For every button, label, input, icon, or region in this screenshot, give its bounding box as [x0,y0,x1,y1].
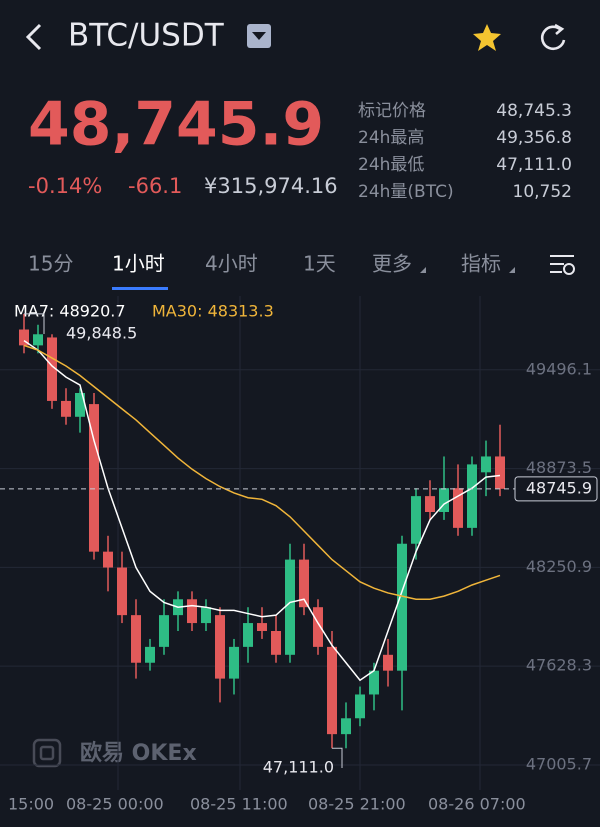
candle-body [355,694,365,719]
candle-body [383,654,393,671]
candle-body [285,559,295,655]
candle-body [327,646,337,735]
dropdown-arrow [252,32,266,40]
cny-price: ¥315,974.16 [204,174,338,198]
candle-body [439,488,449,512]
tab-underline [112,287,168,290]
legend-entry: MA30: 48313.3 [152,302,274,321]
change: -66.1 [128,174,182,198]
last-price-box [514,476,598,502]
tab[interactable]: 1天 [303,252,336,276]
tab[interactable]: 更多 [372,252,412,276]
candle-body [257,623,267,632]
refresh-icon[interactable] [540,25,566,51]
ma-line [23,344,501,601]
candle-body [271,631,281,655]
x-tick-label: 08-25 00:00 [66,795,164,814]
stat-value: 49,356.8 [496,128,572,148]
ma-line [23,340,501,682]
candle-body [369,670,379,695]
annotation-leader [24,313,45,334]
candle-body [19,329,29,346]
stat-label: 标记价格 [358,101,426,121]
annotation-label: 47,111.0 [263,758,334,777]
back-icon[interactable] [25,23,42,51]
favorite-star[interactable] [473,24,501,51]
candle-body [103,551,113,568]
candle-body [495,456,505,489]
y-tick-label: 47005.7 [526,754,592,773]
x-tick-label: 15:00 [8,795,54,814]
y-tick-label: 47628.3 [526,656,592,675]
chart: 49496.1 48873.5 48250.9 47628.3 47005.7 15:00… [0,296,600,814]
candle-body [61,400,71,417]
y-tick-label: 49496.1 [526,359,592,378]
change-pct: -0.14% [28,174,102,198]
candle-body [201,607,211,624]
candle-body [397,543,407,671]
candle-body [131,615,141,663]
last-price: 48,745.9 [28,90,324,160]
stat-value: 10,752 [513,182,572,202]
candle-body [425,496,435,512]
legend-entry: MA7: 48920.7 [14,302,126,321]
stat-value: 48,745.3 [496,101,572,121]
candle-body [159,615,169,647]
candle-body [481,456,491,473]
candle-body [229,646,239,679]
stat-label: 24h最低 [358,155,424,175]
tab-caret [420,267,426,273]
y-tick-label: 48250.9 [526,557,592,576]
settings-icon[interactable] [550,255,575,275]
stat-value: 47,111.0 [496,155,572,175]
candle-body [453,488,463,528]
candle-body [411,496,421,544]
candle-body [47,337,57,401]
candle-body [145,646,155,663]
candle-body [215,615,225,679]
tab[interactable]: 1小时 [112,252,165,276]
tab[interactable]: 4小时 [205,252,258,276]
x-tick-label: 08-26 07:00 [428,795,526,814]
candle-body [89,404,99,552]
candle-body [243,623,253,647]
candle-body [467,464,477,528]
last-price-label: 48745.9 [526,478,592,497]
tab[interactable]: 指标 [461,252,501,276]
tabs: 15分 1小时 4小时 1天 更多 指标 [28,252,515,290]
candle-body [313,607,323,647]
candle-body [299,559,309,608]
candle-body [341,718,351,735]
pair-title: BTC/USDT [68,18,225,54]
candle-body [75,392,85,417]
watermark-logo [32,738,62,768]
candle-body [187,599,197,624]
refresh-arrow [554,23,565,35]
candle-body [33,334,43,346]
candle-body [117,567,127,616]
tab-caret [509,267,515,273]
y-tick-label: 48873.5 [526,458,592,477]
watermark: 欧易 OKEx [80,740,197,766]
annotation-leader [332,747,343,768]
stat-label: 24h量(BTC) [358,182,454,202]
annotation-label: 49,848.5 [66,324,137,343]
stat-label: 24h最高 [358,128,424,148]
x-tick-label: 08-25 21:00 [308,795,406,814]
stats: 标记价格 48,745.3 24h最高 49,356.8 24h最低 47,111.0 24… [358,101,572,202]
tab[interactable]: 15分 [28,252,73,276]
x-tick-label: 08-25 11:00 [190,795,288,814]
